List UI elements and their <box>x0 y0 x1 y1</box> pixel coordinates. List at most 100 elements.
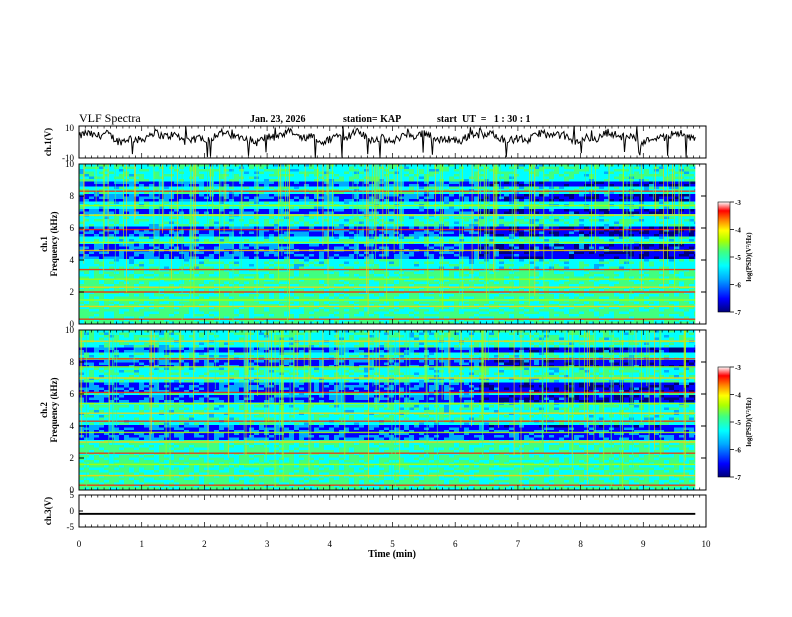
spectrogram-cell <box>579 166 585 170</box>
spectrogram-cell <box>134 189 140 192</box>
spectrogram-cell <box>184 171 190 175</box>
spectrogram-cell <box>394 171 400 175</box>
spectrogram-cell <box>79 176 85 180</box>
spectrogram-cell <box>389 259 395 262</box>
spectrogram-cell <box>614 224 620 227</box>
spectrogram-cell <box>404 221 410 225</box>
spectrogram-cell <box>149 169 155 172</box>
spectrogram-cell <box>284 184 290 187</box>
spectrogram-cell <box>609 196 615 200</box>
spectrogram-cell <box>399 216 405 220</box>
spectrogram-cell <box>409 211 415 215</box>
spectrogram-cell <box>269 171 275 175</box>
spectrogram-cell <box>129 189 135 192</box>
spectrogram-cell <box>379 164 385 167</box>
spectrogram-cell <box>619 179 625 182</box>
spectrogram-cell <box>119 234 125 237</box>
spectrogram-cell <box>669 201 675 205</box>
spectrogram-cell <box>404 239 410 242</box>
spectrogram-cell <box>559 256 565 260</box>
spectrogram-cell <box>659 246 665 250</box>
spectrogram-cell <box>559 184 565 187</box>
spectrogram-cell <box>499 246 505 250</box>
spectrogram-cell <box>104 186 110 190</box>
spectrogram-cell <box>434 216 440 220</box>
spectrogram-cell <box>489 234 495 237</box>
spectrogram-cell <box>299 164 305 167</box>
spectrogram-cell <box>469 209 475 212</box>
spectrogram-cell <box>209 194 215 197</box>
spectrogram-cell <box>144 191 150 195</box>
spectrogram-cell <box>144 234 150 237</box>
spectrogram-cell <box>654 226 660 230</box>
spectrogram-cell <box>664 194 670 197</box>
spectrogram-cell <box>264 189 270 192</box>
spectrogram-cell <box>259 221 265 225</box>
spectrogram-cell <box>229 184 235 187</box>
spectrogram-cell <box>544 191 550 195</box>
spectrogram-cell <box>99 176 105 180</box>
spectrogram-cell <box>189 184 195 187</box>
spectrogram-cell <box>109 261 115 265</box>
spectrogram-cell <box>439 189 445 192</box>
spectrogram-cell <box>134 239 140 242</box>
spectrogram-cell <box>324 211 330 215</box>
spectrogram-cell <box>619 181 625 185</box>
spectrogram-cell <box>194 186 200 190</box>
spectrogram-cell <box>654 229 660 232</box>
spectrogram-cell <box>504 259 510 262</box>
spectrogram-cell <box>569 196 575 200</box>
spectrogram-cell <box>394 194 400 197</box>
spectrogram-cell <box>664 174 670 177</box>
spectrogram-cell <box>614 229 620 232</box>
spectrogram-cell <box>224 191 230 195</box>
spectrogram-cell <box>479 181 485 185</box>
spectrogram-cell <box>429 166 435 170</box>
spectrogram-cell <box>314 216 320 220</box>
spectrogram-cell <box>264 244 270 247</box>
spectrogram-cell <box>179 194 185 197</box>
spectrogram-cell <box>404 189 410 192</box>
spectrogram-cell <box>259 174 265 177</box>
spectrogram-cell <box>504 254 510 257</box>
spectrogram-cell <box>439 209 445 212</box>
spectrogram-cell <box>114 259 120 262</box>
spectrogram-cell <box>99 216 105 220</box>
spectrogram-cell <box>689 229 695 232</box>
spectrogram-cell <box>589 256 595 260</box>
spectrogram-cell <box>149 264 155 267</box>
spectrogram-cell <box>629 191 635 195</box>
spectrogram-cell <box>284 179 290 182</box>
spectrogram-cell <box>454 209 460 212</box>
spectrogram-cell <box>119 186 125 190</box>
spectrogram-cell <box>524 176 530 180</box>
spectrogram-cell <box>454 186 460 190</box>
spectrogram-cell <box>154 226 160 230</box>
spectrogram-cell <box>259 259 265 262</box>
spectrogram-cell <box>109 256 115 260</box>
spectrogram-cell <box>464 224 470 227</box>
spectrogram-cell <box>274 169 280 172</box>
spectrogram-cell <box>599 199 605 202</box>
spectrogram-cell <box>474 244 480 247</box>
spectrogram-cell <box>479 166 485 170</box>
spectrogram-cell <box>664 239 670 242</box>
spectrogram-cell <box>209 226 215 230</box>
spectrogram-cell <box>409 186 415 190</box>
spectrogram-cell <box>479 169 485 172</box>
spectrogram-cell <box>489 219 495 222</box>
spectrogram-cell <box>114 254 120 257</box>
spectrogram-cell <box>569 236 575 240</box>
spectrogram-cell <box>574 219 580 222</box>
spectrogram-cell <box>159 231 165 235</box>
spectrogram-cell <box>429 174 435 177</box>
spectrogram-cell <box>164 229 170 232</box>
spectrogram-cell <box>174 186 180 190</box>
spectrogram-cell <box>634 211 640 215</box>
spectrogram-cell <box>554 194 560 197</box>
spectrogram-cell <box>164 211 170 215</box>
spectrogram-cell <box>79 181 85 185</box>
spectrogram-cell <box>549 231 555 235</box>
spectrogram-cell <box>229 164 235 167</box>
spectrogram-cell <box>154 179 160 182</box>
